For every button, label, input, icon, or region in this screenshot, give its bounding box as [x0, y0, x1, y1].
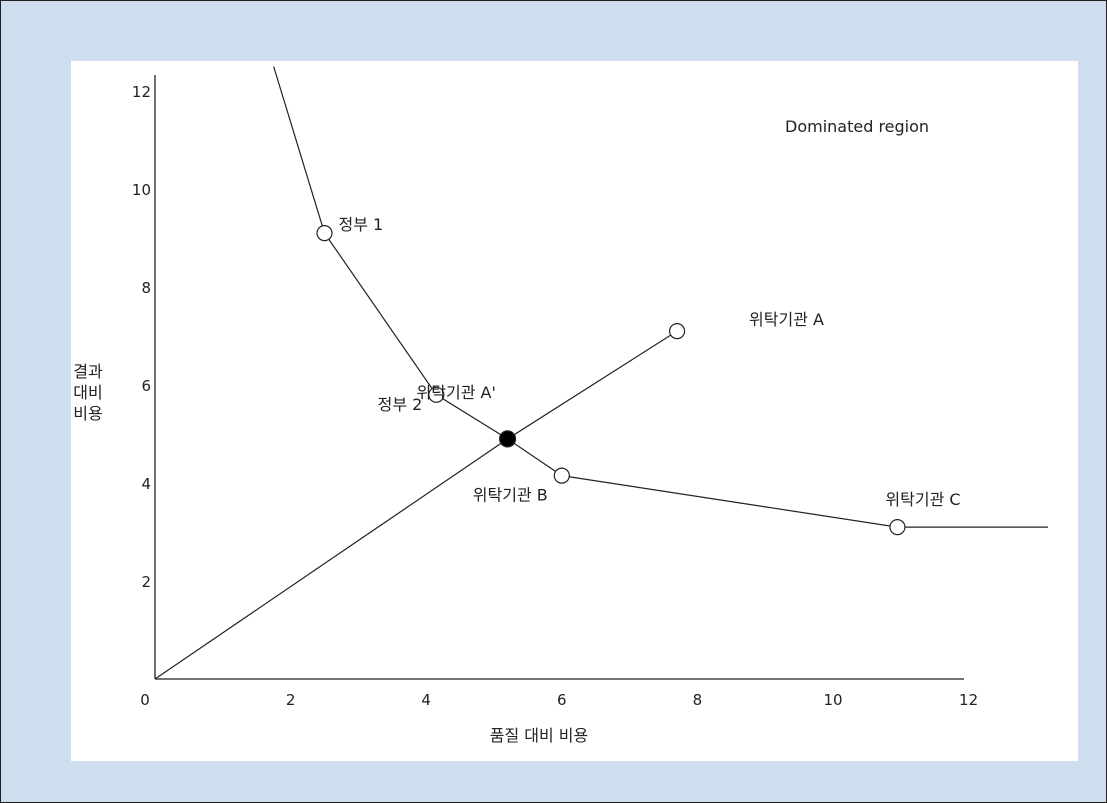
point-label: 정부 2	[378, 395, 423, 414]
point-label: 정부 1	[339, 215, 384, 234]
x-tick-label: 6	[557, 691, 567, 709]
point-label: 위탁기관 A	[749, 310, 824, 329]
y-axis-label-line-2: 대비	[73, 383, 102, 402]
trade-off-chart: 0 2 4 6 8 10 12 2 4 6 8 10 12 정부 1 정부 2 위탁기관 A 위탁기관 A'…	[73, 66, 1048, 745]
point-marker	[889, 519, 906, 536]
dominated-region-annotation: Dominated region	[785, 117, 929, 136]
x-tick-label: 0	[140, 691, 150, 709]
y-tick-label: 2	[141, 573, 151, 591]
y-tick-label: 10	[132, 181, 151, 199]
x-axis-label: 품질 대비 비용	[490, 726, 589, 745]
x-tick-label: 2	[286, 691, 296, 709]
y-tick-label: 6	[141, 377, 151, 395]
chart-panel: 0 2 4 6 8 10 12 2 4 6 8 10 12 정부 1 정부 2 위탁기관 A 위탁기관 A'…	[71, 61, 1078, 761]
point-marker	[428, 386, 445, 403]
x-tick-label: 4	[421, 691, 431, 709]
x-tick-label: 10	[823, 691, 842, 709]
point-label: 위탁기관 A'	[417, 383, 496, 402]
efficiency-frontier-line	[273, 66, 1048, 528]
point-marker	[668, 323, 686, 340]
y-tick-label: 12	[132, 83, 151, 101]
x-tick-label: 12	[959, 691, 978, 709]
point-marker	[316, 225, 333, 242]
y-tick-label: 8	[141, 279, 151, 297]
y-axis-label-line-3: 비용	[73, 404, 102, 423]
point-marker	[553, 467, 570, 484]
y-tick-label: 4	[141, 475, 151, 493]
point-label: 위탁기관 C	[885, 490, 960, 509]
point-label: 위탁기관 B	[473, 486, 548, 505]
y-axis-label-line-1: 결과	[73, 362, 103, 381]
x-tick-label: 8	[693, 691, 703, 709]
point-marker-filled	[498, 430, 517, 448]
